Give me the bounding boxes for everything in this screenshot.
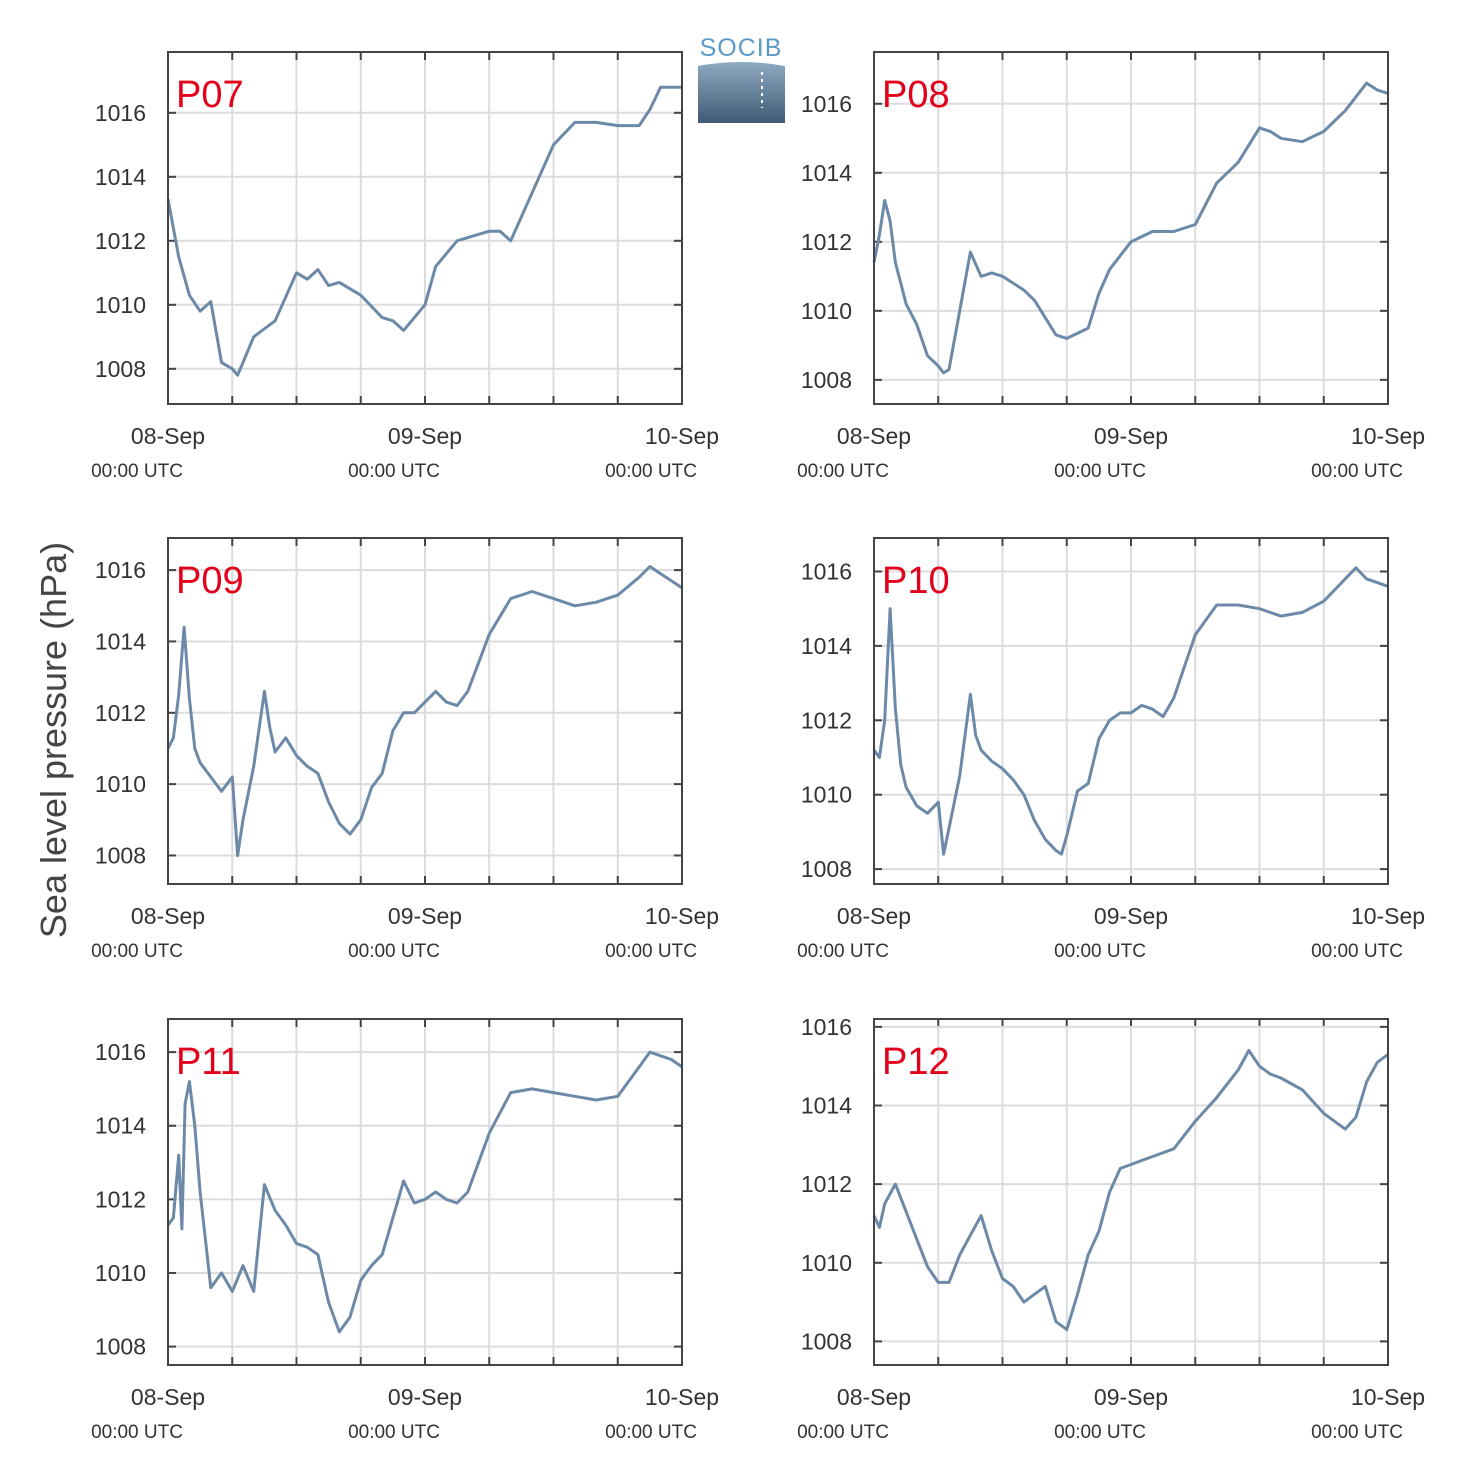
panel-p11: 1008 1010 1012 1014 1016 08-Sep 00:00 UTC 09-Se… (91, 1018, 719, 1443)
socib-logo-wave-icon (698, 62, 785, 123)
socib-logo: SOCIB (698, 34, 785, 123)
panel-p08: 1008 1010 1012 1014 1016 08-Sep 00:00 UTC 09-Se… (797, 51, 1425, 482)
y-tick-label: 1012 (801, 229, 852, 255)
y-tick-label: 1016 (95, 1039, 146, 1065)
y-tick-label: 1008 (801, 1328, 852, 1354)
x-tick-time-label: 00:00 UTC (797, 941, 889, 962)
y-tick-label: 1014 (801, 633, 852, 659)
plot-frame (167, 51, 683, 405)
y-tick-label: 1008 (95, 356, 146, 382)
x-tick-date-label: 10-Sep (645, 423, 719, 449)
x-tick-time-label: 00:00 UTC (1311, 941, 1403, 962)
panels: 1008 1010 1012 1014 1016 08-Sep 00:00 UTC 09-Se… (91, 51, 1425, 1443)
panel-p09: 1008 1010 1012 1014 1016 08-Sep 00:00 UTC 09-Se… (91, 537, 719, 962)
x-tick-date-label: 09-Sep (1094, 903, 1168, 929)
x-tick-date-label: 10-Sep (1351, 1384, 1425, 1410)
x-tick-time-label: 00:00 UTC (1054, 1422, 1146, 1443)
y-tick-label: 1010 (95, 292, 146, 318)
series-line-p08 (872, 81, 1389, 375)
plot-frame (873, 537, 1389, 885)
y-tick-label: 1012 (801, 707, 852, 733)
x-tick-date-label: 08-Sep (131, 1384, 205, 1410)
y-tick-label: 1010 (95, 1260, 146, 1286)
x-tick-date-label: 09-Sep (1094, 423, 1168, 449)
x-tick-time-label: 00:00 UTC (605, 461, 697, 482)
panel-label: P10 (882, 560, 950, 602)
panel-p10: 1008 1010 1012 1014 1016 08-Sep 00:00 UTC 09-Se… (797, 537, 1425, 962)
y-tick-label: 1008 (95, 1334, 146, 1360)
x-tick-date-label: 08-Sep (837, 1384, 911, 1410)
y-tick-label: 1010 (801, 1250, 852, 1276)
x-tick-time-label: 00:00 UTC (91, 941, 183, 962)
socib-logo-text: SOCIB (700, 34, 783, 62)
series-line-p09 (166, 565, 683, 857)
x-tick-date-label: 08-Sep (837, 903, 911, 929)
y-tick-label: 1014 (801, 160, 852, 186)
x-tick-date-label: 09-Sep (388, 1384, 462, 1410)
y-tick-label: 1014 (95, 628, 146, 654)
x-tick-time-label: 00:00 UTC (91, 461, 183, 482)
x-tick-date-label: 10-Sep (1351, 423, 1425, 449)
x-tick-time-label: 00:00 UTC (797, 1422, 889, 1443)
x-tick-time-label: 00:00 UTC (605, 941, 697, 962)
x-tick-date-label: 10-Sep (1351, 903, 1425, 929)
panel-label: P09 (176, 560, 244, 602)
plot-frame (873, 1018, 1389, 1366)
x-tick-date-label: 09-Sep (1094, 1384, 1168, 1410)
y-tick-label: 1014 (95, 1113, 146, 1139)
plot-frame (167, 537, 683, 885)
x-tick-date-label: 08-Sep (131, 423, 205, 449)
y-tick-label: 1012 (95, 700, 146, 726)
x-tick-time-label: 00:00 UTC (1054, 461, 1146, 482)
y-tick-label: 1010 (95, 771, 146, 797)
series-line-p07 (166, 85, 682, 377)
y-tick-label: 1010 (801, 782, 852, 808)
plot-frame (167, 1018, 683, 1366)
x-tick-date-label: 10-Sep (645, 903, 719, 929)
panel-p07: 1008 1010 1012 1014 1016 08-Sep 00:00 UTC 09-Se… (91, 51, 719, 482)
y-tick-label: 1008 (801, 367, 852, 393)
y-tick-label: 1016 (801, 558, 852, 584)
y-tick-label: 1016 (95, 100, 146, 126)
panel-label: P12 (882, 1041, 950, 1083)
y-tick-label: 1014 (95, 164, 146, 190)
panel-p12: 1008 1010 1012 1014 1016 08-Sep 00:00 UTC 09-Se… (797, 1014, 1425, 1443)
x-tick-time-label: 00:00 UTC (1054, 941, 1146, 962)
x-tick-time-label: 00:00 UTC (797, 461, 889, 482)
x-tick-date-label: 09-Sep (388, 423, 462, 449)
x-tick-date-label: 08-Sep (131, 903, 205, 929)
x-tick-time-label: 00:00 UTC (605, 1422, 697, 1443)
x-tick-date-label: 09-Sep (388, 903, 462, 929)
y-tick-label: 1008 (801, 856, 852, 882)
y-tick-label: 1014 (801, 1093, 852, 1119)
x-tick-time-label: 00:00 UTC (91, 1422, 183, 1443)
y-axis-label: Sea level pressure (hPa) (33, 542, 74, 938)
x-tick-time-label: 00:00 UTC (348, 461, 440, 482)
y-tick-label: 1012 (801, 1171, 852, 1197)
y-tick-label: 1008 (95, 842, 146, 868)
series-line-p10 (872, 566, 1389, 856)
panel-label: P11 (176, 1041, 241, 1083)
x-tick-time-label: 00:00 UTC (1311, 1422, 1403, 1443)
series-line-p12 (872, 1049, 1389, 1332)
x-tick-date-label: 10-Sep (645, 1384, 719, 1410)
x-tick-time-label: 00:00 UTC (348, 1422, 440, 1443)
y-tick-label: 1012 (95, 1186, 146, 1212)
y-tick-label: 1016 (801, 91, 852, 117)
y-tick-label: 1016 (801, 1014, 852, 1040)
x-tick-date-label: 08-Sep (837, 423, 911, 449)
series-line-p11 (166, 1050, 683, 1334)
x-tick-time-label: 00:00 UTC (1311, 461, 1403, 482)
panel-label: P08 (882, 74, 950, 116)
x-tick-time-label: 00:00 UTC (348, 941, 440, 962)
plot-frame (873, 51, 1389, 405)
y-tick-label: 1016 (95, 557, 146, 583)
y-tick-label: 1010 (801, 298, 852, 324)
y-tick-label: 1012 (95, 228, 146, 254)
panel-label: P07 (176, 74, 244, 116)
